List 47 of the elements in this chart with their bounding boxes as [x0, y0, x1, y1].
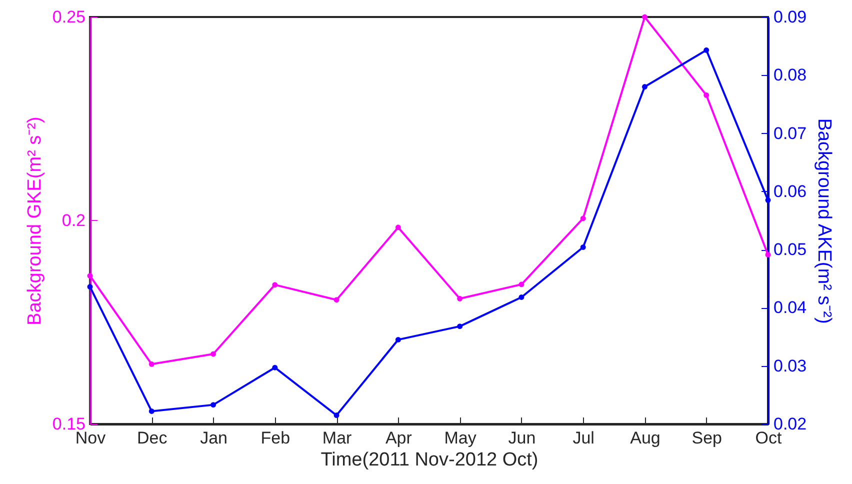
x-tick-label: Mar: [322, 428, 352, 448]
point: [457, 296, 463, 302]
y2-tick-label: 0.08: [774, 66, 807, 85]
y-tick-label: 0.25: [52, 8, 86, 26]
y2-tick-label: 0.07: [774, 124, 807, 143]
x-tick-label: Apr: [385, 428, 412, 448]
point: [272, 364, 278, 370]
point: [642, 14, 648, 20]
point: [580, 244, 586, 250]
point: [148, 361, 154, 367]
x-tick-label: Sep: [692, 428, 722, 448]
point: [704, 92, 710, 98]
point: [272, 282, 278, 288]
point: [395, 336, 401, 342]
x-tick-label: Jun: [508, 428, 536, 448]
point: [210, 351, 216, 357]
x-tick-label: Dec: [137, 428, 168, 448]
point: [395, 224, 401, 230]
point: [642, 84, 648, 90]
y2-tick-label: 0.05: [774, 240, 807, 260]
x-tick-label: May: [444, 428, 477, 448]
y2-axis-title: Background AKE(m² s⁻²): [814, 118, 835, 324]
y-axis-title: Background GKE(m² s⁻²): [24, 116, 46, 326]
y2-tick-label: 0.03: [774, 356, 807, 376]
x-tick-label: Jan: [200, 428, 228, 448]
point: [210, 402, 216, 408]
y2-tick-label: 0.06: [774, 182, 807, 201]
point: [518, 282, 524, 288]
x-tick-label: Jul: [572, 428, 594, 448]
point: [704, 47, 710, 53]
x-tick-label: Nov: [75, 428, 106, 448]
point: [765, 252, 771, 258]
y2-tick-label: 0.04: [774, 298, 807, 318]
y-tick-label: 0.2: [62, 211, 86, 230]
point: [334, 412, 340, 418]
point: [87, 273, 93, 279]
point: [518, 294, 524, 300]
x-axis-title: Time(2011 Nov-2012 Oct): [320, 450, 538, 470]
x-tick-label: Aug: [630, 428, 660, 448]
point: [580, 216, 586, 222]
point: [334, 297, 340, 303]
point: [765, 197, 771, 203]
point: [87, 284, 93, 290]
point: [148, 408, 154, 414]
x-tick-label: Feb: [260, 428, 290, 448]
point: [457, 324, 463, 330]
y2-tick-label: 0.09: [774, 8, 807, 26]
